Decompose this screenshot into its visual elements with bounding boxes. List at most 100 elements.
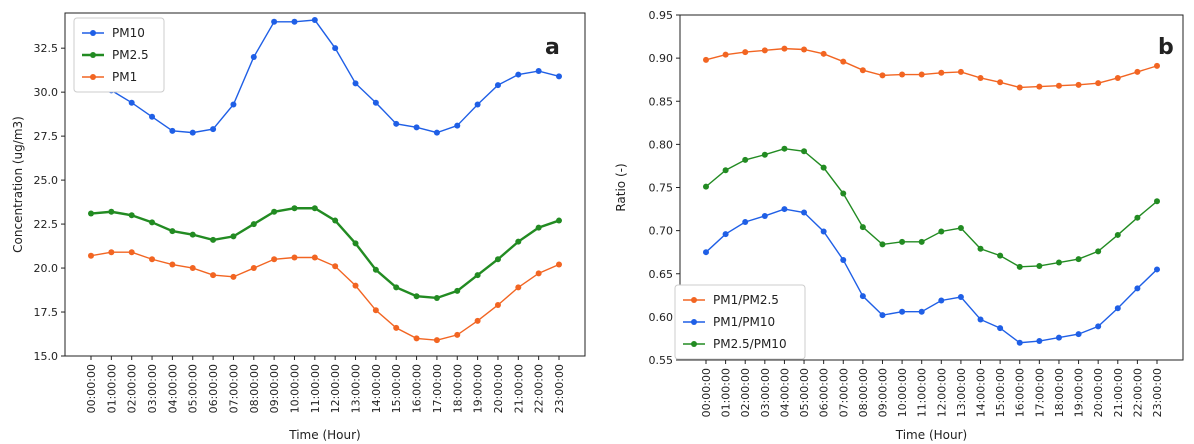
x-tick-label: 00:00:00: [85, 364, 98, 413]
legend-box: [73, 17, 165, 93]
data-point: [352, 282, 359, 289]
data-point: [1134, 285, 1141, 292]
data-point: [840, 190, 847, 197]
x-tick-label: 21:00:00: [512, 364, 525, 413]
data-point: [977, 74, 984, 81]
data-point: [722, 51, 729, 58]
x-tick-label: 15:00:00: [390, 364, 403, 413]
data-point: [1095, 80, 1102, 87]
x-tick-label: 20:00:00: [1092, 368, 1105, 417]
data-point: [474, 101, 481, 108]
x-tick-label: 03:00:00: [759, 368, 772, 417]
data-point: [494, 256, 501, 263]
data-point: [879, 72, 886, 79]
data-point: [899, 238, 906, 245]
y-tick-label: 30.0: [34, 86, 59, 99]
data-point: [781, 45, 788, 52]
data-point: [169, 127, 176, 134]
x-tick-label: 09:00:00: [268, 364, 281, 413]
data-point: [433, 337, 440, 344]
data-point: [494, 82, 501, 89]
data-point: [291, 254, 298, 261]
data-point: [494, 301, 501, 308]
data-point: [1036, 262, 1043, 269]
data-point: [722, 231, 729, 238]
data-point: [372, 307, 379, 314]
x-tick-label: 02:00:00: [126, 364, 139, 413]
x-tick-label: 18:00:00: [451, 364, 464, 413]
data-point: [879, 241, 886, 248]
x-tick-label: 13:00:00: [955, 368, 968, 417]
data-point: [997, 252, 1004, 259]
legend-marker: [691, 341, 697, 347]
y-tick-label: 25.0: [34, 174, 59, 187]
data-point: [1075, 331, 1082, 338]
x-tick-label: 19:00:00: [472, 364, 485, 413]
x-tick-label: 05:00:00: [187, 364, 200, 413]
data-point: [722, 167, 729, 174]
data-point: [1055, 334, 1062, 341]
data-point: [515, 238, 522, 245]
data-point: [454, 331, 461, 338]
data-point: [556, 217, 562, 224]
panel-letter: b: [1158, 35, 1174, 60]
data-point: [169, 228, 176, 235]
data-point: [997, 79, 1004, 86]
data-point: [291, 205, 298, 212]
y-tick-label: 27.5: [34, 130, 59, 143]
data-point: [859, 224, 866, 231]
x-tick-label: 01:00:00: [720, 368, 733, 417]
x-tick-label: 21:00:00: [1112, 368, 1125, 417]
series-line: [705, 208, 1158, 344]
data-point: [801, 46, 808, 53]
y-tick-label: 17.5: [34, 306, 59, 319]
data-point: [108, 208, 115, 215]
y-tick-label: 20.0: [34, 262, 59, 275]
data-point: [1134, 68, 1141, 75]
x-tick-label: 23:00:00: [553, 364, 566, 413]
data-point: [938, 297, 945, 304]
data-point: [1055, 82, 1062, 89]
y-tick-label: 32.5: [34, 42, 59, 55]
data-point: [899, 308, 906, 315]
x-tick-label: 10:00:00: [896, 368, 909, 417]
x-tick-label: 08:00:00: [857, 368, 870, 417]
chart-b: 0.55 0.60 0.65 0.70 0.75 0.80 0.85 0.90 0.95 00:0…: [614, 9, 1184, 442]
data-point: [311, 205, 318, 212]
legend-label: PM1: [112, 70, 137, 84]
data-point: [250, 265, 257, 272]
data-point: [271, 18, 278, 25]
x-tick-label: 11:00:00: [916, 368, 929, 417]
x-tick-label: 18:00:00: [1053, 368, 1066, 417]
x-tick-label: 14:00:00: [975, 368, 988, 417]
data-point: [149, 113, 156, 120]
x-tick-label: 07:00:00: [837, 368, 850, 417]
y-tick-label: 15.0: [34, 350, 59, 363]
data-point: [230, 101, 237, 108]
data-point: [250, 221, 257, 228]
y-tick-label: 0.80: [649, 138, 674, 151]
data-point: [108, 249, 115, 256]
legend-label: PM2.5/PM10: [713, 337, 787, 351]
data-point: [454, 122, 461, 129]
data-point: [311, 254, 318, 261]
legend-marker: [90, 52, 96, 58]
x-tick-label: 16:00:00: [1014, 368, 1027, 417]
series-line: [705, 147, 1158, 268]
data-point: [149, 256, 156, 263]
data-point: [515, 71, 522, 78]
x-tick-label: 16:00:00: [411, 364, 424, 413]
data-point: [801, 209, 808, 216]
data-point: [761, 47, 768, 54]
x-axis-label: Time (Hour): [288, 428, 360, 442]
data-point: [88, 210, 94, 217]
data-point: [474, 272, 481, 279]
data-point: [413, 124, 420, 131]
x-tick-label: 12:00:00: [935, 368, 948, 417]
data-point: [742, 49, 749, 56]
x-tick-label: 01:00:00: [105, 364, 118, 413]
data-point: [1154, 198, 1160, 205]
y-tick-label: 0.55: [649, 354, 674, 367]
data-point: [1075, 81, 1082, 88]
data-point: [556, 261, 562, 268]
